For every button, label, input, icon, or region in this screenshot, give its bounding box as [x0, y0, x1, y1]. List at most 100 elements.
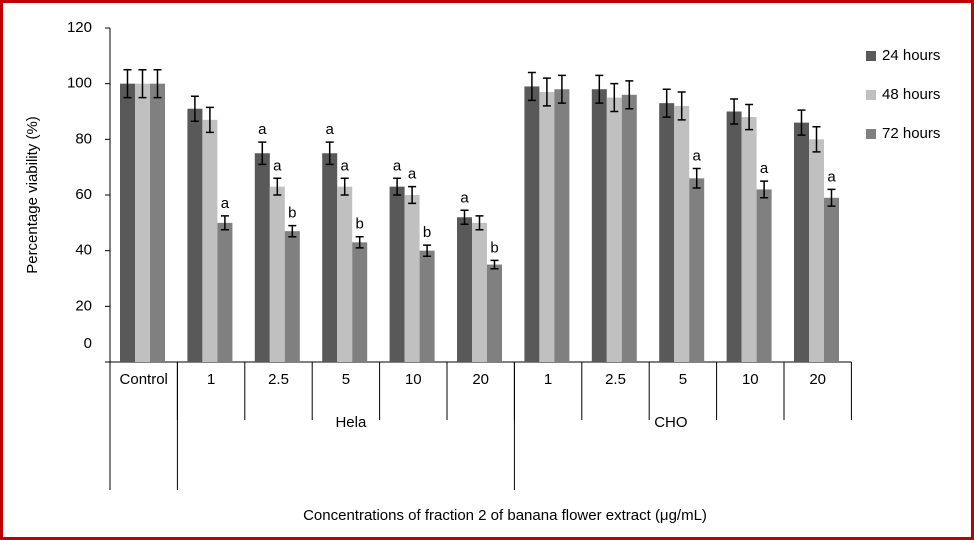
y-tick-label: 60: [75, 186, 92, 203]
error-bar: [625, 80, 634, 110]
bar: [337, 186, 353, 362]
bar: [322, 153, 338, 362]
error-bar: [812, 126, 821, 153]
significance-label: a: [326, 121, 335, 138]
bar: [284, 231, 300, 362]
error-bar: [827, 188, 836, 207]
error-bar: [610, 82, 619, 113]
error-bar: [273, 177, 282, 196]
error-bar: [662, 88, 671, 118]
error-bar: [153, 69, 162, 99]
error-bar: [205, 106, 214, 134]
y-tick-label: 20: [75, 297, 92, 314]
bar: [689, 178, 705, 362]
x-axis-title: Concentrations of fraction 2 of banana f…: [303, 507, 707, 524]
bar: [741, 117, 757, 362]
bar: [419, 250, 435, 362]
significance-label: a: [393, 157, 402, 174]
significance-label: a: [258, 121, 267, 138]
significance-label: a: [408, 166, 417, 183]
x-tick-label: 20: [809, 371, 826, 388]
y-tick-label: 120: [67, 19, 92, 36]
error-bar: [340, 177, 349, 196]
x-tick-label: 10: [405, 371, 422, 388]
error-bar: [288, 224, 297, 238]
error-bar: [408, 185, 417, 205]
bar: [254, 153, 270, 362]
error-bar: [123, 69, 132, 99]
error-bar: [258, 141, 267, 166]
legend-swatch: [866, 90, 876, 100]
bar: [487, 264, 502, 362]
bar: [472, 222, 487, 362]
bar: [621, 94, 637, 363]
group-label: CHO: [654, 414, 687, 431]
legend-swatch: [866, 129, 876, 139]
x-tick-label: 1: [207, 371, 215, 388]
bar: [809, 139, 824, 362]
bar: [150, 83, 165, 363]
bar: [389, 186, 405, 362]
error-bar: [138, 69, 147, 99]
significance-label: a: [760, 160, 769, 177]
bar: [659, 103, 675, 363]
error-bar: [730, 98, 739, 125]
error-bar: [490, 259, 499, 270]
error-bar: [760, 180, 769, 199]
significance-label: a: [460, 189, 469, 206]
bar: [539, 92, 555, 363]
y-tick-label: 100: [67, 75, 92, 92]
error-bar: [677, 91, 686, 121]
x-tick-label: 2.5: [605, 371, 626, 388]
bar: [135, 83, 150, 363]
error-bar: [460, 209, 469, 225]
significance-label: b: [490, 239, 498, 256]
error-bar: [220, 215, 229, 231]
x-tick-label: 5: [342, 371, 350, 388]
bar: [457, 217, 472, 362]
error-bar: [393, 177, 402, 196]
legend-swatch: [866, 51, 876, 61]
x-tick-label: 10: [742, 371, 759, 388]
significance-label: a: [693, 148, 702, 165]
bar: [202, 119, 218, 362]
x-tick-label: Control: [120, 371, 168, 388]
significance-label: a: [221, 195, 230, 212]
significance-label: b: [423, 224, 431, 241]
bar: [756, 189, 772, 362]
significance-label: b: [356, 216, 364, 233]
bar: [591, 89, 607, 362]
error-bar: [557, 74, 566, 104]
y-tick-label: 80: [75, 130, 92, 147]
x-tick-label: 20: [472, 371, 489, 388]
bar: [524, 86, 540, 362]
bar: [824, 197, 839, 362]
error-bar: [527, 71, 536, 102]
bar: [269, 186, 285, 362]
bar: [217, 222, 233, 362]
group-label: Hela: [335, 414, 367, 431]
bar: [404, 195, 420, 362]
significance-label: a: [273, 157, 282, 174]
x-tick-label: 5: [679, 371, 687, 388]
error-bar: [797, 109, 806, 136]
error-bar: [745, 103, 754, 131]
error-bar: [355, 236, 364, 249]
y-axis-title: Percentage viability (%): [24, 116, 41, 274]
x-tick-label: 2.5: [268, 371, 289, 388]
y-tick-label: 0: [84, 335, 92, 352]
error-bar: [325, 141, 334, 166]
bar: [606, 97, 622, 362]
bar: [554, 89, 570, 362]
bar: [352, 242, 368, 362]
significance-label: a: [341, 157, 350, 174]
legend-label: 72 hours: [882, 125, 940, 142]
error-bar: [423, 244, 432, 257]
error-bar: [190, 95, 199, 122]
bar: [674, 105, 690, 362]
error-bar: [475, 215, 484, 231]
y-tick-label: 40: [75, 242, 92, 259]
x-tick-label: 1: [544, 371, 552, 388]
bar: [726, 111, 742, 362]
